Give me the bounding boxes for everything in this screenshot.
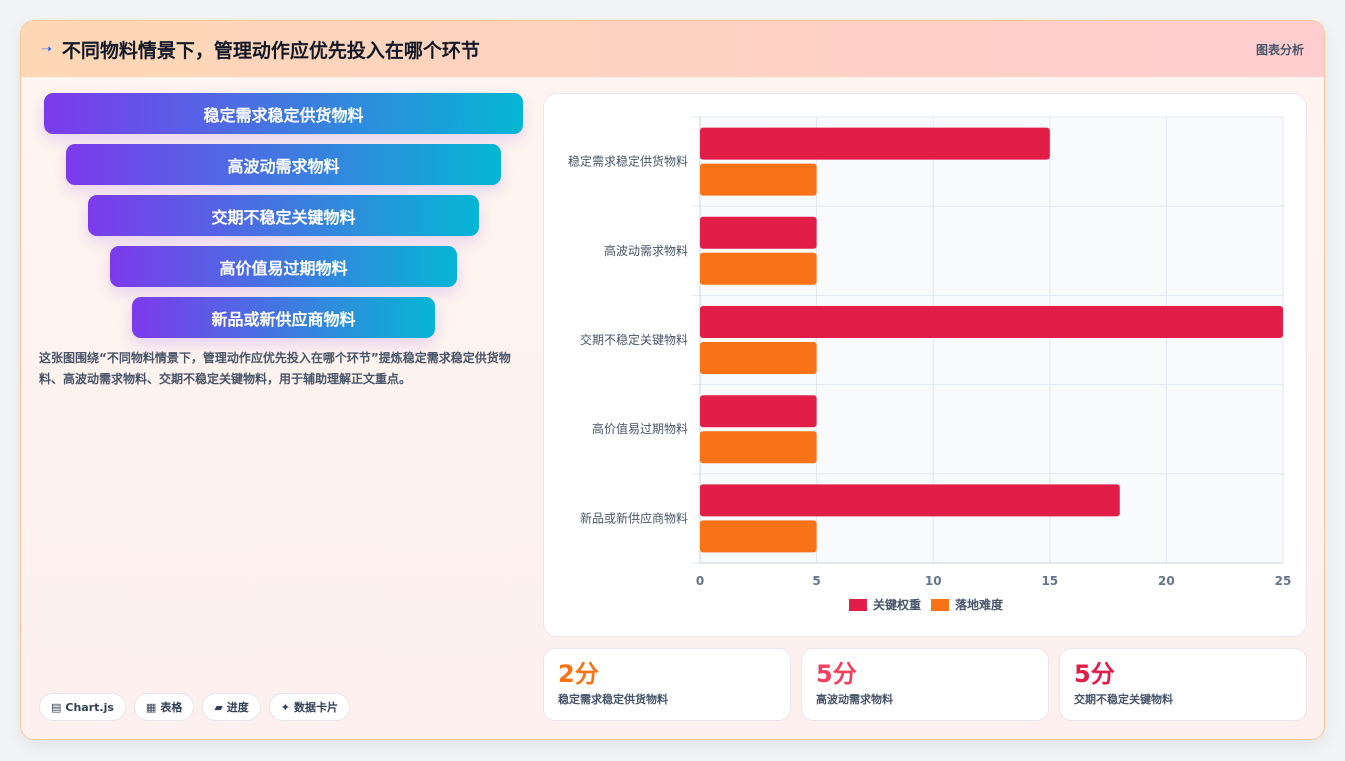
y-tick-label: 交期不稳定关键物料 <box>580 332 688 347</box>
legend-swatch <box>931 599 949 611</box>
stat-label: 高波动需求物料 <box>816 693 893 706</box>
funnel-item: 高价值易过期物料 <box>110 246 457 287</box>
bar <box>700 484 1120 517</box>
bar <box>700 342 817 374</box>
chart-icon: ▤ <box>51 700 62 714</box>
stat-value: 5分 <box>816 660 857 688</box>
legend-swatch <box>849 599 867 611</box>
y-tick-label: 高价值易过期物料 <box>592 421 688 436</box>
arrow-icon: ➝ <box>41 41 52 57</box>
chip-table[interactable]: ▦ 表格 <box>133 693 195 721</box>
x-tick-label: 20 <box>1158 574 1175 588</box>
stat-card: 5分 高波动需求物料 <box>801 648 1049 721</box>
chip-progress[interactable]: ▰ 进度 <box>202 693 261 721</box>
x-tick-label: 5 <box>812 574 820 588</box>
x-tick-label: 15 <box>1041 574 1058 588</box>
chip-list: ▤ Chart.js ▦ 表格 ▰ 进度 ✦ 数据卡片 <box>39 693 351 721</box>
bar <box>700 306 1283 338</box>
stat-cards: 2分 稳定需求稳定供货物料 5分 高波动需求物料 5分 交期不稳定关键物料 <box>543 648 1307 721</box>
chip-data-card[interactable]: ✦ 数据卡片 <box>268 693 351 721</box>
description: 这张图围绕“不同物料情景下，管理动作应优先投入在哪个环节”提炼稳定需求稳定供货物… <box>39 351 511 386</box>
bar <box>700 431 817 464</box>
chart-panel: 0 5 10 15 20 25 稳定需求稳定供货物料高波动需求物料交期不稳定关键物料高价值易… <box>543 93 1307 637</box>
chip-label: 数据卡片 <box>294 701 339 714</box>
sparkle-icon: ✦ <box>280 700 291 714</box>
chip-chartjs[interactable]: ▤ Chart.js <box>39 693 126 721</box>
bar <box>700 127 1050 160</box>
stat-label: 交期不稳定关键物料 <box>1074 693 1173 706</box>
chip-label: 进度 <box>226 701 249 714</box>
funnel-item: 新品或新供应商物料 <box>132 297 435 338</box>
x-tick-label: 0 <box>696 574 704 588</box>
stat-card: 5分 交期不稳定关键物料 <box>1059 648 1307 721</box>
funnel-item: 稳定需求稳定供货物料 <box>44 93 523 134</box>
header: ➝ 不同物料情景下，管理动作应优先投入在哪个环节 图表分析 <box>21 21 1324 77</box>
y-tick-label: 新品或新供应商物料 <box>580 510 688 525</box>
funnel: 稳定需求稳定供货物料 高波动需求物料 交期不稳定关键物料 高价值易过期物料 新品… <box>44 93 524 348</box>
legend-label: 关键权重 <box>873 597 921 612</box>
y-tick-label: 高波动需求物料 <box>604 243 688 258</box>
bar <box>700 163 817 196</box>
funnel-item: 高波动需求物料 <box>66 144 501 185</box>
progress-icon: ▰ <box>214 700 223 714</box>
bar <box>700 395 817 428</box>
stat-value: 5分 <box>1074 660 1115 688</box>
y-tick-label: 稳定需求稳定供货物料 <box>568 154 688 169</box>
bar <box>700 520 817 553</box>
chip-label: Chart.js <box>65 700 114 714</box>
bar-chart: 0 5 10 15 20 25 稳定需求稳定供货物料高波动需求物料交期不稳定关键物料高价值易… <box>568 116 1292 612</box>
x-tick-label: 10 <box>925 574 942 588</box>
bar <box>700 252 817 285</box>
chart-analysis-tag: 图表分析 <box>1255 42 1304 57</box>
funnel-item: 交期不稳定关键物料 <box>88 195 479 236</box>
chip-label: 表格 <box>160 701 183 714</box>
stat-label: 稳定需求稳定供货物料 <box>558 693 668 706</box>
page-title: 不同物料情景下，管理动作应优先投入在哪个环节 <box>61 39 480 62</box>
x-tick-label: 25 <box>1275 574 1292 588</box>
stat-card: 2分 稳定需求稳定供货物料 <box>543 648 791 721</box>
table-icon: ▦ <box>145 700 157 714</box>
main-card: ➝ 不同物料情景下，管理动作应优先投入在哪个环节 图表分析 稳定需求稳定供货物料… <box>20 20 1325 740</box>
bar <box>700 216 817 249</box>
stat-value: 2分 <box>558 660 599 688</box>
legend-label: 落地难度 <box>955 597 1004 612</box>
